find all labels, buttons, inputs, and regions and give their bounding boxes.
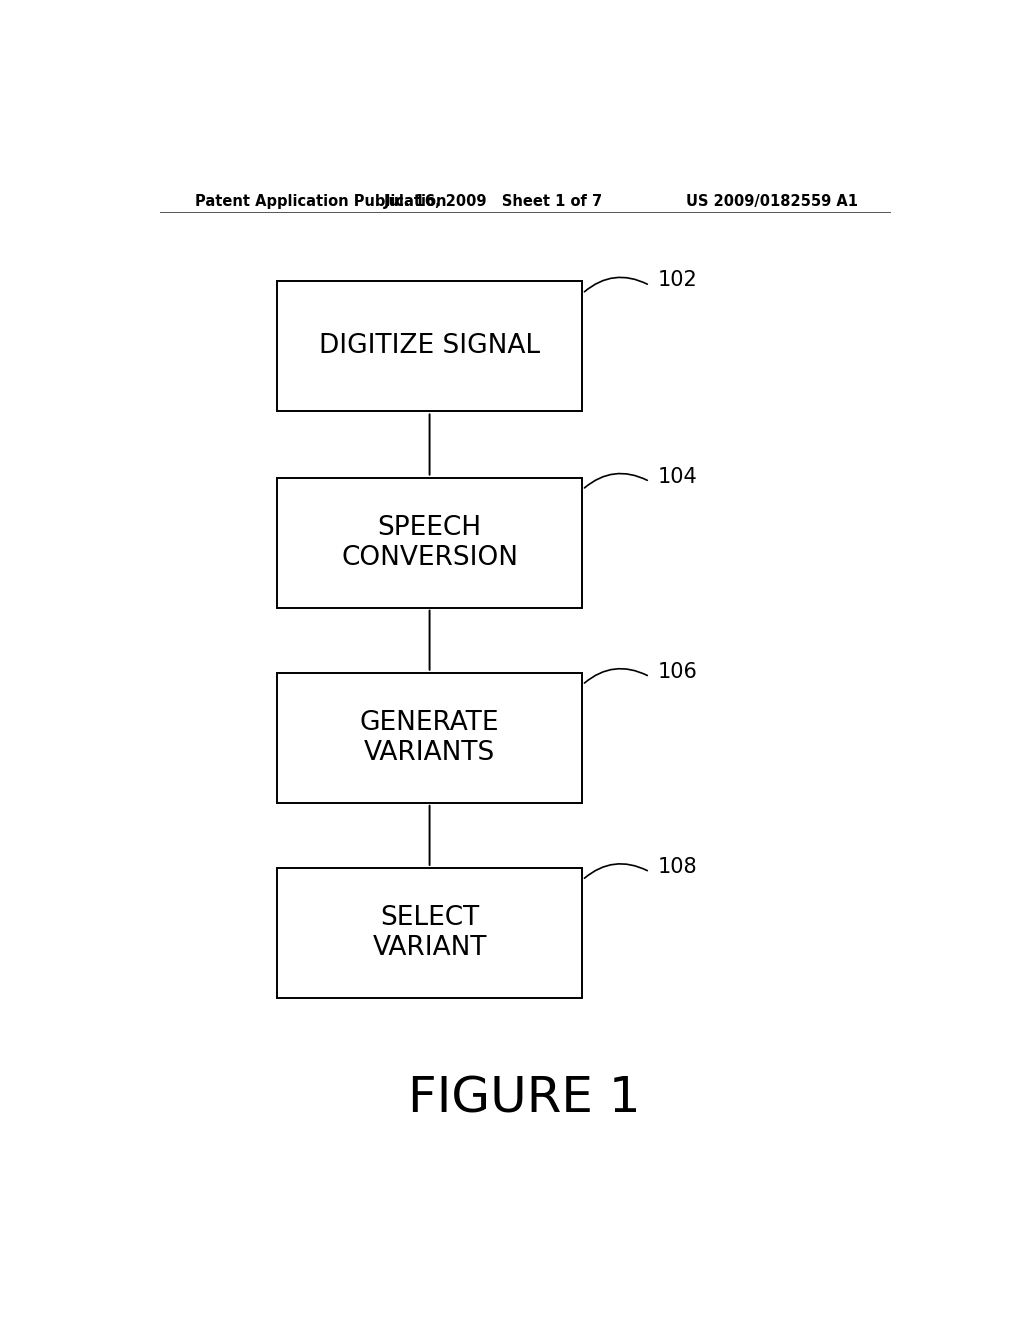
Text: DIGITIZE SIGNAL: DIGITIZE SIGNAL (319, 334, 540, 359)
Text: SPEECH
CONVERSION: SPEECH CONVERSION (341, 515, 518, 570)
Bar (276, 281, 583, 412)
Text: US 2009/0182559 A1: US 2009/0182559 A1 (686, 194, 858, 209)
Text: Patent Application Publication: Patent Application Publication (196, 194, 446, 209)
Text: 104: 104 (657, 466, 697, 487)
Bar (276, 867, 583, 998)
Text: GENERATE
VARIANTS: GENERATE VARIANTS (359, 710, 500, 766)
Text: 108: 108 (657, 857, 697, 876)
Text: 102: 102 (657, 271, 697, 290)
Text: FIGURE 1: FIGURE 1 (409, 1074, 641, 1122)
Text: SELECT
VARIANT: SELECT VARIANT (373, 906, 486, 961)
Bar (276, 478, 583, 607)
Text: Jul. 16, 2009   Sheet 1 of 7: Jul. 16, 2009 Sheet 1 of 7 (384, 194, 602, 209)
Bar (276, 673, 583, 803)
Text: 106: 106 (657, 661, 697, 681)
